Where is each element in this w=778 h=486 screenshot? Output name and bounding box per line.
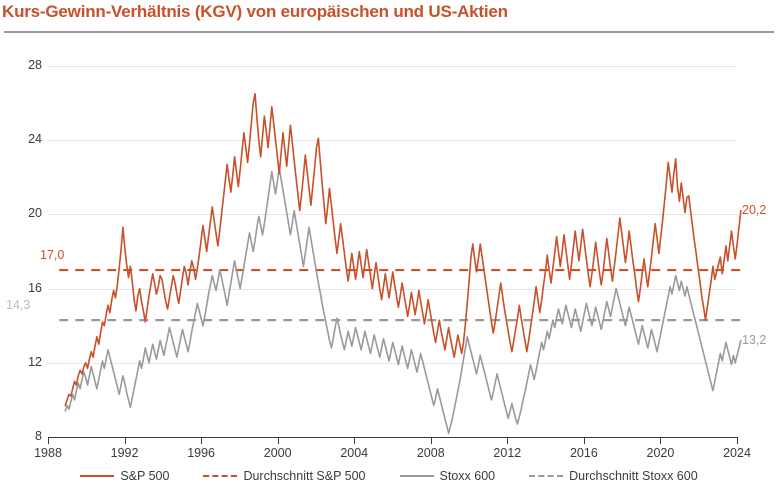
x-axis-tick bbox=[48, 438, 49, 444]
x-axis-tick-label: 1992 bbox=[110, 446, 139, 460]
legend-label: S&P 500 bbox=[120, 469, 170, 483]
gridline bbox=[48, 140, 737, 142]
legend-label: Durchschnitt S&P 500 bbox=[243, 469, 366, 483]
x-axis-tick bbox=[354, 438, 356, 444]
x-axis-tick-label: 2000 bbox=[263, 446, 292, 460]
line-solid-icon bbox=[80, 475, 115, 477]
sp500-last-value-label: 20,2 bbox=[742, 202, 767, 217]
x-axis-tick-label: 2020 bbox=[646, 446, 675, 460]
gridline bbox=[48, 288, 737, 290]
y-axis-tick-label: 20 bbox=[28, 206, 42, 221]
x-axis-tick bbox=[124, 438, 126, 444]
stoxx600-last-value-label: 13,2 bbox=[742, 332, 767, 347]
legend-item[interactable]: Durchschnitt S&P 500 bbox=[203, 469, 366, 483]
x-axis-tick bbox=[277, 438, 279, 444]
y-axis-tick-label: 12 bbox=[28, 354, 42, 369]
stoxx600-line bbox=[64, 167, 742, 435]
x-axis-tick-label: 2004 bbox=[340, 446, 369, 460]
x-axis-tick bbox=[201, 438, 203, 444]
sp500-average-label-left: 17,0 bbox=[40, 248, 65, 263]
line-dashed-icon bbox=[529, 475, 564, 477]
gridline bbox=[48, 214, 737, 216]
line-dashed-icon bbox=[203, 475, 238, 477]
legend-label: Stoxx 600 bbox=[439, 469, 496, 483]
x-axis-tick-label: 2016 bbox=[569, 446, 598, 460]
x-axis-line bbox=[48, 437, 738, 438]
title-divider bbox=[4, 31, 774, 33]
y-axis-tick-label: 28 bbox=[28, 58, 42, 72]
x-axis-tick bbox=[507, 438, 509, 444]
x-axis-tick bbox=[583, 438, 585, 444]
gridline bbox=[48, 66, 737, 67]
y-axis-tick-label: 16 bbox=[28, 280, 42, 295]
series-container bbox=[59, 93, 742, 435]
x-axis-tick-label: 1988 bbox=[34, 446, 62, 460]
y-axis-tick-label: 8 bbox=[35, 429, 42, 443]
x-axis-tick bbox=[737, 438, 738, 444]
y-axis-labels: 8 12 16 20 24 28 bbox=[0, 0, 42, 486]
x-axis-tick-label: 2012 bbox=[493, 446, 522, 460]
line-solid-icon bbox=[399, 475, 434, 477]
legend-item[interactable]: S&P 500 bbox=[80, 469, 169, 483]
gridline bbox=[48, 362, 737, 364]
x-axis-tick-label: 1996 bbox=[187, 446, 216, 460]
x-axis-tick-label: 2024 bbox=[723, 446, 751, 460]
legend-item[interactable]: Stoxx 600 bbox=[399, 469, 496, 483]
legend-label: Durchschnitt Stoxx 600 bbox=[569, 469, 698, 483]
chart-legend: S&P 500 Durchschnitt S&P 500 Stoxx 600 Durc… bbox=[0, 466, 778, 486]
x-axis-tick-label: 2008 bbox=[416, 446, 445, 460]
page-title: Kurs-Gewinn-Verhältnis (KGV) von europäi… bbox=[2, 2, 508, 21]
x-axis-tick bbox=[660, 438, 662, 444]
sp500-line bbox=[64, 93, 742, 407]
y-axis-tick-label: 24 bbox=[28, 132, 42, 147]
plot-area bbox=[48, 66, 742, 437]
legend-item[interactable]: Durchschnitt Stoxx 600 bbox=[529, 469, 698, 483]
x-axis-tick bbox=[430, 438, 432, 444]
stoxx600-average-label-left: 14,3 bbox=[6, 298, 31, 313]
